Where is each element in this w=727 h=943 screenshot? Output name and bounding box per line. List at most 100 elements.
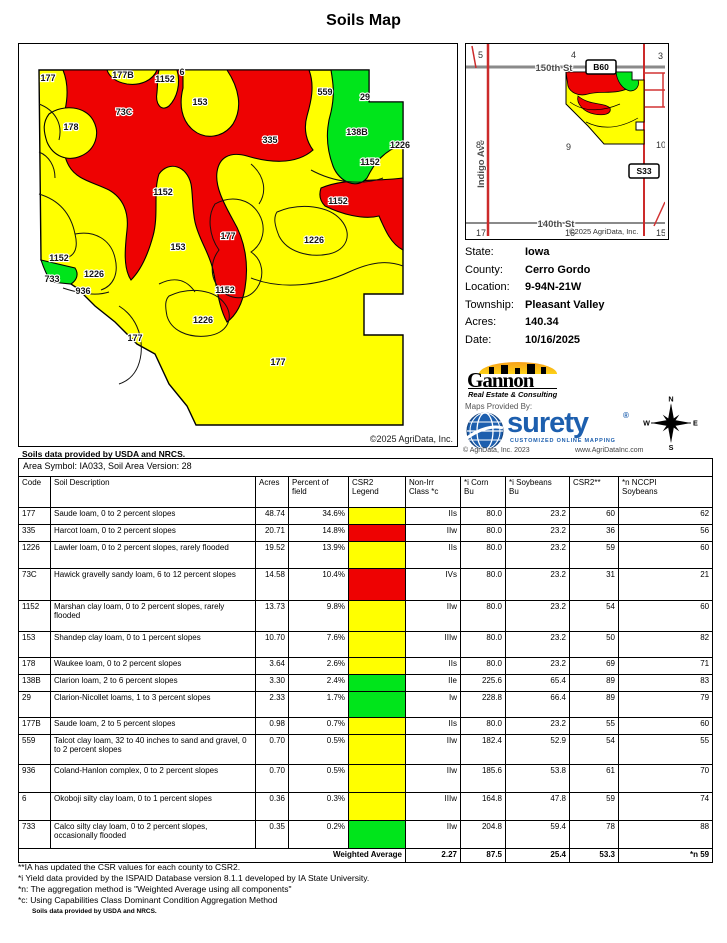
- weighted-average-label: Weighted Average: [18, 848, 406, 863]
- soil-code-label: 1226: [193, 315, 213, 325]
- non-irr-class: IIs: [405, 507, 461, 525]
- csr2-legend-cell: [348, 717, 406, 735]
- nccpi-soybeans: 60: [617, 717, 714, 735]
- soil-code: 138B: [18, 674, 51, 692]
- gannon-sunset-graphic: [479, 362, 557, 374]
- soil-code-label: 1152: [360, 157, 380, 167]
- section-number: 10: [656, 140, 665, 150]
- gannon-tagline: Real Estate & Consulting: [468, 388, 558, 399]
- percent-of-field: 0.2%: [288, 820, 349, 849]
- soybeans-bu: 66.4: [505, 691, 570, 718]
- table-row: 138B Clarion loam, 2 to 6 percent slopes 3…: [18, 674, 714, 692]
- nccpi-soybeans: 83: [617, 674, 714, 692]
- area-symbol-band: Area Symbol: IA033, Soil Area Version: 2…: [17, 458, 714, 477]
- table-row: 1152 Marshan clay loam, 0 to 2 percent sl…: [18, 600, 714, 632]
- column-header: *i Soybeans Bu: [505, 476, 570, 508]
- csr2-legend-cell: [348, 657, 406, 675]
- soybeans-bu: 23.2: [505, 507, 570, 525]
- csr2: 61: [569, 764, 619, 793]
- table-row: 153 Shandep clay loam, 0 to 1 percent slo…: [18, 631, 714, 658]
- non-irr-class: IIw: [405, 820, 461, 849]
- acres: 3.30: [255, 674, 289, 692]
- agridata-copyright: © AgriData, Inc. 2023: [463, 447, 530, 454]
- soil-code-label: 153: [192, 97, 207, 107]
- non-irr-class: IIs: [405, 657, 461, 675]
- soil-description: Hawick gravelly sandy loam, 6 to 12 perc…: [50, 568, 256, 601]
- acres: 10.70: [255, 631, 289, 658]
- soil-description: Clarion loam, 2 to 6 percent slopes: [50, 674, 256, 692]
- csr2: 60: [569, 507, 619, 525]
- weighted-average-csr2: 53.3: [569, 848, 619, 863]
- column-header: CSR2 Legend: [348, 476, 406, 508]
- csr2-legend-cell: [348, 764, 406, 793]
- soil-code-label: 6: [179, 67, 184, 77]
- soil-code-label: 153: [170, 242, 185, 252]
- info-value: 10/16/2025: [525, 333, 581, 346]
- soil-code: 178: [18, 657, 51, 675]
- footnote-line: *c: Using Capabilities Class Dominant Co…: [18, 895, 278, 905]
- percent-of-field: 2.6%: [288, 657, 349, 675]
- percent-of-field: 34.6%: [288, 507, 349, 525]
- weighted-average-class: 2.27: [405, 848, 461, 863]
- soils-map: 177 177B 1152 6 153 73C 559 29 178 335 138B 1226 115…: [18, 43, 458, 447]
- non-irr-class: IIIw: [405, 792, 461, 821]
- acres: 48.74: [255, 507, 289, 525]
- soil-code-label: 1152: [49, 253, 69, 263]
- csr2: 54: [569, 734, 619, 765]
- red-soil-regions: [61, 69, 404, 323]
- percent-of-field: 0.5%: [288, 764, 349, 793]
- csr2-legend-cell: [348, 734, 406, 765]
- column-header: Percent of field: [288, 476, 349, 508]
- soil-code-label: 1152: [215, 285, 235, 295]
- footnote-line: *i Yield data provided by the ISPAID Dat…: [18, 873, 370, 883]
- soybeans-bu: 47.8: [505, 792, 570, 821]
- info-label: Location:: [465, 281, 510, 293]
- soil-description: Clarion-Nicollet loams, 1 to 3 percent s…: [50, 691, 256, 718]
- nccpi-soybeans: 70: [617, 764, 714, 793]
- soils-table-grid: Area Symbol: IA033, Soil Area Version: 2…: [17, 458, 714, 863]
- csr2: 50: [569, 631, 619, 658]
- soil-description: Saude loam, 0 to 2 percent slopes: [50, 507, 256, 525]
- percent-of-field: 9.8%: [288, 600, 349, 632]
- corn-bu: 182.4: [460, 734, 506, 765]
- corn-bu: 80.0: [460, 541, 506, 569]
- section-number: 3: [658, 51, 663, 61]
- table-header-row: Code Soil Description Acres Percent of fiel…: [18, 476, 714, 508]
- acres: 20.71: [255, 524, 289, 542]
- weighted-average-corn: 87.5: [460, 848, 506, 863]
- info-row: Acres: 140.34: [465, 316, 675, 328]
- soil-code-label: 1226: [304, 235, 324, 245]
- surety-globe-icon: [466, 412, 504, 450]
- percent-of-field: 1.7%: [288, 691, 349, 718]
- info-value: 140.34: [525, 316, 559, 328]
- csr2: 78: [569, 820, 619, 849]
- csr2: 59: [569, 792, 619, 821]
- compass-rose-icon: N S W E: [643, 394, 698, 452]
- csr2-legend-cell: [348, 820, 406, 849]
- soil-code-label: 73C: [116, 107, 133, 117]
- acres: 2.33: [255, 691, 289, 718]
- non-irr-class: IVs: [405, 568, 461, 601]
- non-irr-class: Iw: [405, 691, 461, 718]
- road-sign-b60: B60: [585, 59, 617, 75]
- soil-code-label: 177: [40, 73, 55, 83]
- soybeans-bu: 23.2: [505, 524, 570, 542]
- maps-provided-by-label: Maps Provided By:: [465, 402, 533, 411]
- soil-code-label: 177B: [112, 70, 134, 80]
- csr2-legend-cell: [348, 541, 406, 569]
- info-row: Township: Pleasant Valley: [465, 299, 675, 311]
- svg-text:N: N: [668, 394, 673, 403]
- soil-description: Saude loam, 2 to 5 percent slopes: [50, 717, 256, 735]
- footnote-line: **IA has updated the CSR values for each…: [18, 862, 241, 872]
- soil-code-label: 177: [270, 357, 285, 367]
- csr2: 36: [569, 524, 619, 542]
- table-row: 335 Harcot loam, 0 to 2 percent slopes 20.…: [18, 524, 714, 542]
- parcel-info-panel: State: Iowa County: Cerro Gordo Location: 9-9…: [465, 246, 675, 351]
- nccpi-soybeans: 56: [617, 524, 714, 542]
- csr2-legend-cell: [348, 524, 406, 542]
- nccpi-soybeans: 88: [617, 820, 714, 849]
- non-irr-class: IIe: [405, 674, 461, 692]
- non-irr-class: IIw: [405, 600, 461, 632]
- soybeans-bu: 23.2: [505, 657, 570, 675]
- soil-code: 29: [18, 691, 51, 718]
